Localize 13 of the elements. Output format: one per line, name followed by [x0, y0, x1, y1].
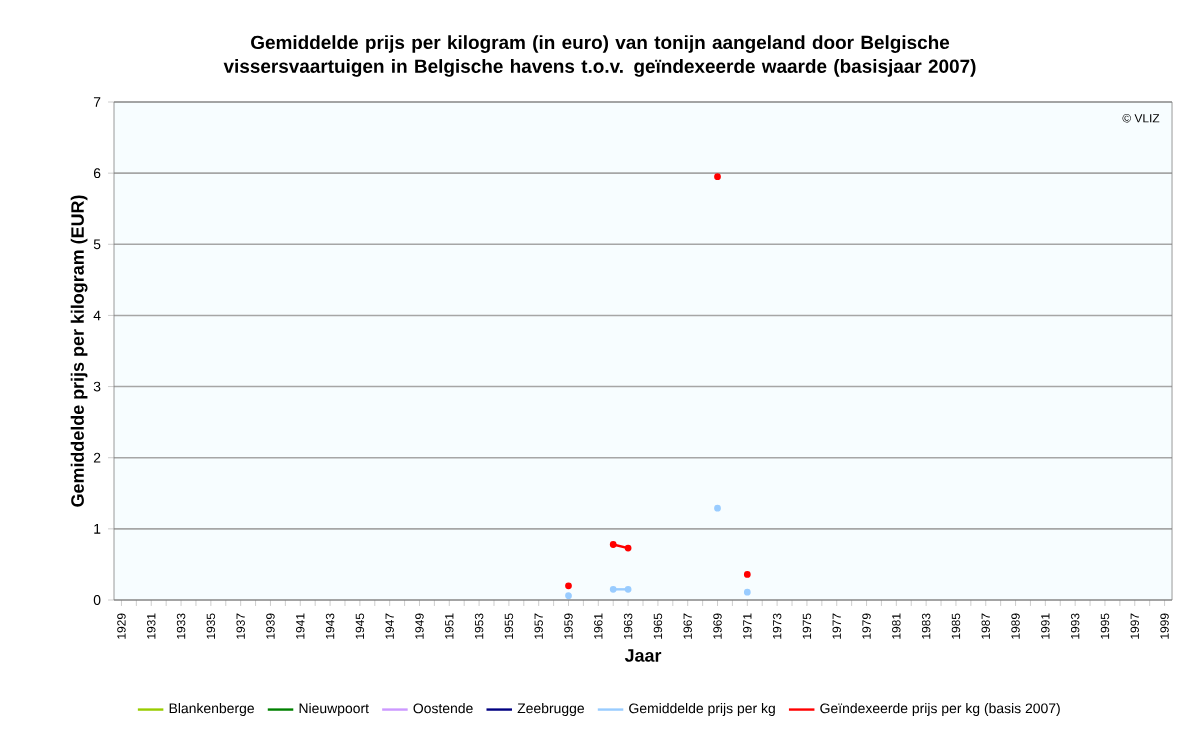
x-axis-title: Jaar — [624, 649, 662, 662]
point — [565, 592, 572, 600]
point — [609, 585, 617, 593]
chart-title: Gemiddelde prijs per kilogram (in euro) van tonijn aangeland door Belgische vissersvaartuigen in Belgische havens t.o.v. geïndexeerde waarde (basisjaar 2007) — [223, 35, 976, 77]
point — [743, 588, 751, 596]
point — [624, 585, 632, 593]
y-axis-title: Gemiddelde prijs per kilogram (EUR) — [70, 195, 88, 507]
point — [714, 504, 721, 512]
point — [743, 571, 751, 578]
point — [609, 541, 617, 548]
point — [565, 582, 572, 590]
point — [624, 544, 632, 552]
point — [714, 173, 721, 181]
